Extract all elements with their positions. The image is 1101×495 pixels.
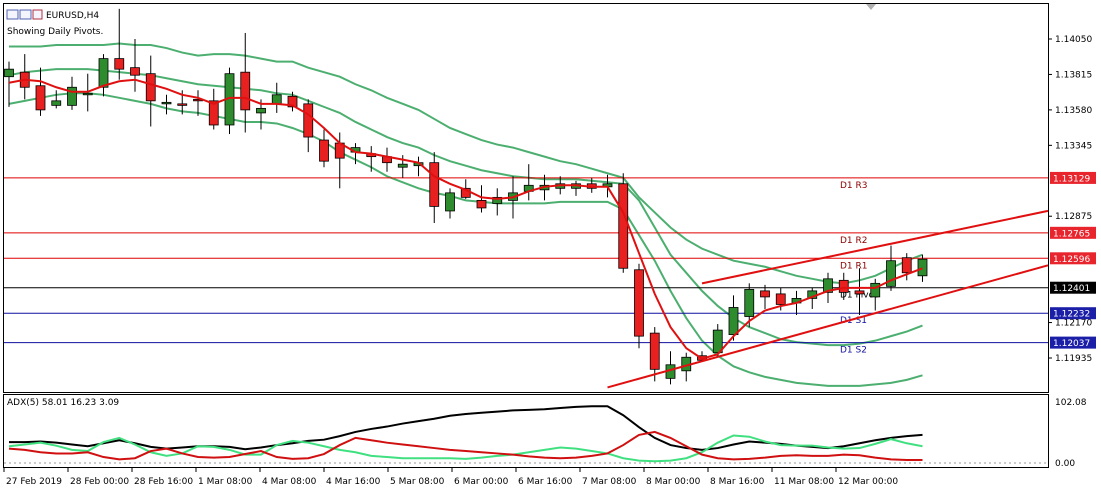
chart-window-icon[interactable] <box>6 9 19 20</box>
candle-body <box>886 260 896 287</box>
price-tag-label: 1.12037 <box>1053 339 1090 349</box>
adx-minus-di-line <box>8 430 923 462</box>
pivot-label: D1 S1 <box>840 316 867 326</box>
pivot-label: D1 R3 <box>840 181 868 191</box>
trend-channel-lower[interactable] <box>607 264 1049 389</box>
candle-body <box>476 199 487 209</box>
price-tag <box>1050 171 1096 184</box>
price-tag <box>1050 281 1096 294</box>
candle-body <box>838 279 849 293</box>
candle-body <box>287 95 298 108</box>
symbol-label: EURUSD,H4 <box>46 11 99 21</box>
trend-channel-upper[interactable] <box>701 209 1049 285</box>
x-tick-label: 6 Mar 00:00 <box>454 477 509 487</box>
price-tag <box>1050 252 1096 265</box>
price-tag <box>1050 307 1096 320</box>
candle-body <box>114 58 125 70</box>
y-tick-label: 1.11935 <box>1055 354 1092 364</box>
candle-body <box>98 58 109 88</box>
x-tick-label: 6 Mar 16:00 <box>518 477 573 487</box>
candle-body <box>823 278 833 293</box>
x-tick-label: 28 Feb 00:00 <box>70 477 129 487</box>
candle-body <box>744 288 755 317</box>
shift-arrow-icon[interactable] <box>866 4 876 10</box>
candle-body <box>161 101 172 105</box>
x-tick-label: 7 Mar 08:00 <box>582 477 637 487</box>
price-tag-label: 1.13129 <box>1053 174 1090 184</box>
candle-body <box>208 100 219 126</box>
candle-body <box>4 68 14 78</box>
bollinger-lower-line <box>8 92 923 387</box>
candle-body <box>854 290 865 295</box>
candle-body <box>240 71 251 111</box>
x-tick-label: 4 Mar 08:00 <box>262 477 317 487</box>
candle-body <box>271 94 282 105</box>
candle-body <box>303 103 314 138</box>
candle-body <box>319 139 329 162</box>
adx-y-tick-label: 0.00 <box>1055 459 1075 469</box>
candle-body <box>728 307 739 336</box>
price-panel <box>3 3 1049 393</box>
pivot-label: D1 R1 <box>840 261 868 271</box>
candle-body <box>870 282 881 298</box>
x-tick-label: 11 Mar 08:00 <box>774 477 834 487</box>
candle-body <box>67 86 77 106</box>
price-tag-label: 1.12232 <box>1053 310 1090 320</box>
close-icon[interactable] <box>32 9 43 20</box>
candle-body <box>145 73 156 102</box>
y-tick-label: 1.14050 <box>1055 35 1092 45</box>
candle-body <box>35 85 46 111</box>
candle-body <box>492 196 503 204</box>
y-tick-label: 1.12170 <box>1055 319 1092 329</box>
x-tick-label: 12 Mar 00:00 <box>838 477 898 487</box>
bollinger-middle-line <box>8 68 923 347</box>
x-tick-label: 8 Mar 00:00 <box>646 477 701 487</box>
x-tick-label: 5 Mar 08:00 <box>390 477 445 487</box>
x-tick-label: 1 Mar 08:00 <box>198 477 253 487</box>
y-tick-label: 1.12875 <box>1055 212 1092 222</box>
pivot-label: D1 R2 <box>840 236 868 246</box>
candle-body <box>256 107 266 114</box>
candle-body <box>634 269 644 337</box>
pivot-label: D1 S2 <box>840 346 867 356</box>
adx-panel <box>3 394 1049 468</box>
price-tag-label: 1.12765 <box>1053 229 1090 239</box>
y-tick-label: 1.13580 <box>1055 106 1092 116</box>
candle-body <box>917 258 928 277</box>
candle-body <box>82 92 93 96</box>
x-tick-label: 27 Feb 2019 <box>6 477 62 487</box>
candle-body <box>901 257 912 274</box>
price-tag-label: 1.12596 <box>1053 255 1090 265</box>
candle-body <box>445 192 455 212</box>
price-tag <box>1050 226 1096 239</box>
candle-body <box>649 332 660 370</box>
price-tag-label: 1.12401 <box>1053 284 1090 294</box>
x-tick-label: 8 Mar 16:00 <box>710 477 765 487</box>
candle-body <box>429 162 440 207</box>
adx-plus-di-line <box>8 434 923 463</box>
y-tick-label: 1.13345 <box>1055 141 1092 151</box>
candle-body <box>618 183 629 269</box>
candle-body <box>760 290 770 298</box>
maximize-icon[interactable] <box>19 9 32 20</box>
candle-body <box>397 163 408 168</box>
window-icons[interactable] <box>6 9 43 20</box>
moving-average-line <box>8 78 923 360</box>
candle-body <box>130 67 140 76</box>
candle-body <box>177 103 188 106</box>
candle-body <box>775 293 786 305</box>
x-tick-label: 4 Mar 16:00 <box>326 477 381 487</box>
price-tag <box>1050 336 1096 349</box>
adx-y-tick-label: 102.08 <box>1055 398 1087 408</box>
candle-body <box>51 100 62 106</box>
adx-label: ADX(5) 58.01 16.23 3.09 <box>7 398 119 408</box>
x-tick-label: 28 Feb 16:00 <box>134 477 193 487</box>
pivot-note: Showing Daily Pivots. <box>7 27 103 37</box>
y-tick-label: 1.13815 <box>1055 70 1092 80</box>
